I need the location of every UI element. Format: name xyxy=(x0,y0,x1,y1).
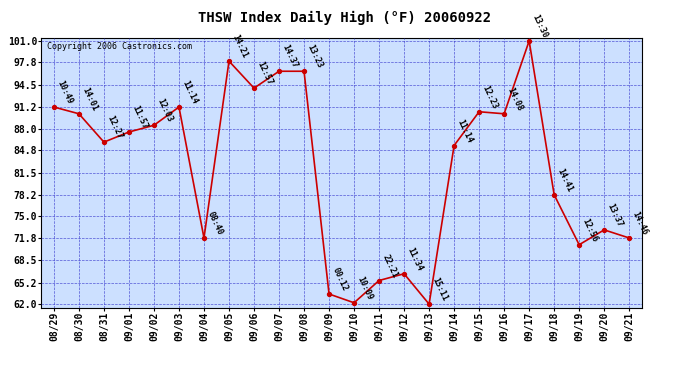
Point xyxy=(599,227,610,233)
Point xyxy=(473,109,484,115)
Text: 15:11: 15:11 xyxy=(431,276,449,303)
Point xyxy=(173,104,184,110)
Text: 12:56: 12:56 xyxy=(580,217,600,243)
Text: 14:21: 14:21 xyxy=(230,33,249,60)
Text: 13:23: 13:23 xyxy=(306,44,324,70)
Text: 14:46: 14:46 xyxy=(631,210,649,237)
Point xyxy=(73,111,84,117)
Point xyxy=(448,142,460,148)
Text: 13:37: 13:37 xyxy=(606,202,624,228)
Text: 12:03: 12:03 xyxy=(155,98,174,124)
Text: Copyright 2006 Castronics.com: Copyright 2006 Castronics.com xyxy=(48,42,193,51)
Point xyxy=(348,300,359,306)
Point xyxy=(148,122,159,128)
Text: 14:41: 14:41 xyxy=(555,167,574,194)
Text: 22:21: 22:21 xyxy=(380,253,400,279)
Text: 11:57: 11:57 xyxy=(130,104,149,130)
Text: 11:14: 11:14 xyxy=(455,118,474,144)
Point xyxy=(124,129,135,135)
Text: 14:08: 14:08 xyxy=(506,86,524,112)
Text: 11:14: 11:14 xyxy=(180,79,199,106)
Point xyxy=(99,139,110,145)
Point xyxy=(48,104,59,110)
Point xyxy=(199,235,210,241)
Text: 14:37: 14:37 xyxy=(280,44,299,70)
Point xyxy=(399,271,410,277)
Point xyxy=(573,242,584,248)
Point xyxy=(424,301,435,307)
Text: 00:12: 00:12 xyxy=(331,266,349,292)
Text: 08:40: 08:40 xyxy=(206,210,224,237)
Point xyxy=(273,68,284,74)
Point xyxy=(324,291,335,297)
Point xyxy=(299,68,310,74)
Point xyxy=(524,38,535,44)
Point xyxy=(499,111,510,117)
Text: 12:27: 12:27 xyxy=(106,114,124,141)
Text: 14:01: 14:01 xyxy=(80,86,99,112)
Text: 12:57: 12:57 xyxy=(255,60,274,87)
Point xyxy=(373,278,384,284)
Point xyxy=(624,235,635,241)
Text: 10:49: 10:49 xyxy=(55,79,74,106)
Point xyxy=(549,192,560,198)
Text: 12:23: 12:23 xyxy=(480,84,500,110)
Text: 11:34: 11:34 xyxy=(406,246,424,272)
Point xyxy=(248,85,259,91)
Text: 13:30: 13:30 xyxy=(531,13,549,39)
Text: 10:09: 10:09 xyxy=(355,275,374,302)
Point xyxy=(224,58,235,64)
Text: THSW Index Daily High (°F) 20060922: THSW Index Daily High (°F) 20060922 xyxy=(199,11,491,26)
